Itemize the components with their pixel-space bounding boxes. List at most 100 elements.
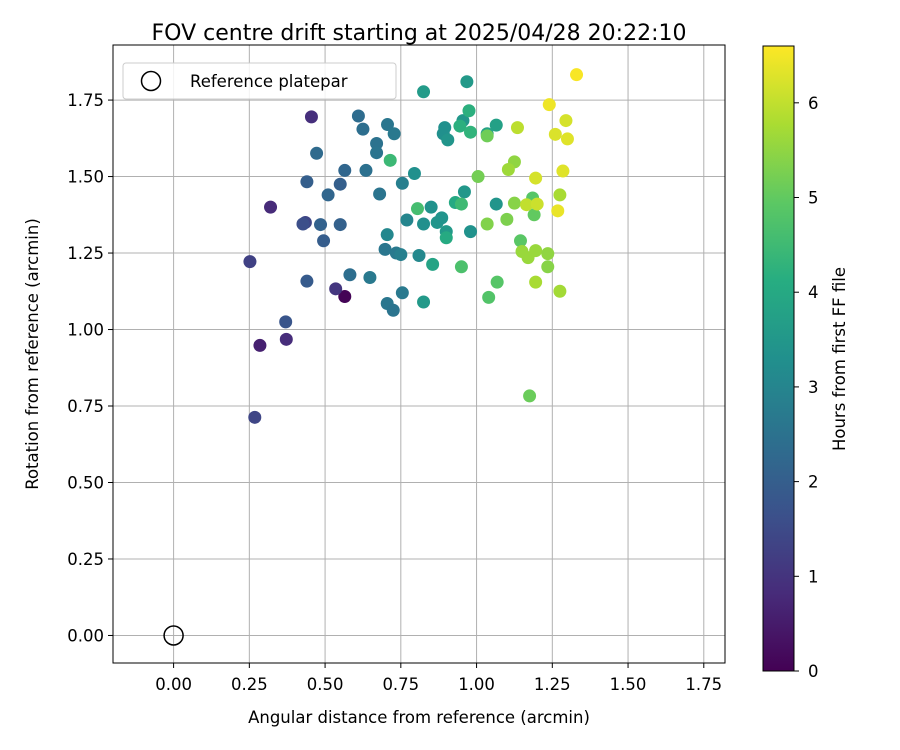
scatter-point [489, 118, 503, 132]
scatter-point [310, 146, 324, 160]
scatter-point [441, 133, 455, 147]
scatter-point [500, 212, 514, 226]
scatter-point [412, 248, 426, 262]
scatter-point [370, 137, 384, 151]
scatter-point [482, 290, 496, 304]
scatter-point [560, 132, 574, 146]
scatter-point [520, 198, 534, 212]
scatter-point [489, 197, 503, 211]
scatter-point [387, 127, 401, 141]
scatter-point [530, 197, 544, 211]
scatter-point [529, 171, 543, 185]
scatter-point [480, 217, 494, 231]
legend: Reference platepar [122, 62, 397, 100]
scatter-point [417, 85, 431, 99]
scatter-point [570, 68, 584, 82]
x-axis-label: Angular distance from reference (arcmin) [248, 708, 590, 727]
colorbar-tick-label: 2 [808, 473, 819, 492]
scatter-point [559, 114, 573, 128]
scatter-point [321, 188, 335, 202]
scatter-point [527, 208, 541, 222]
legend-entry-reference-platepar: Reference platepar [190, 72, 348, 91]
y-tick-label: 1.75 [67, 91, 104, 110]
colorbar-tick-label: 6 [808, 94, 819, 113]
scatter-point [439, 231, 453, 245]
scatter-point [395, 176, 409, 190]
scatter-point [317, 234, 331, 248]
scatter-point [333, 218, 347, 232]
scatter-point [510, 121, 524, 135]
colorbar-ticks: 0 1 2 3 4 5 6 [794, 94, 819, 681]
scatter-point [556, 164, 570, 178]
scatter-point [338, 289, 352, 303]
scatter-point [435, 211, 449, 225]
scatter-point [548, 127, 562, 141]
y-axis-ticks: 0.00 0.25 0.50 0.75 1.00 1.25 1.50 1.75 [67, 91, 113, 645]
x-tick-label: 1.00 [458, 675, 495, 694]
scatter-point [296, 217, 310, 231]
x-tick-label: 0.00 [155, 675, 192, 694]
y-tick-label: 0.00 [67, 626, 104, 645]
x-tick-label: 1.50 [610, 675, 647, 694]
chart-title: FOV centre drift starting at 2025/04/28 … [152, 21, 687, 46]
legend-marker-circle-icon [140, 70, 162, 92]
scatter-point [529, 244, 543, 258]
scatter-point [460, 75, 474, 89]
scatter-point [407, 166, 421, 180]
grid-lines [113, 45, 725, 663]
scatter-point [370, 146, 384, 160]
x-tick-label: 0.75 [382, 675, 419, 694]
scatter-point [454, 260, 468, 274]
scatter-point [329, 282, 343, 296]
scatter-point [464, 125, 478, 139]
colorbar-label: Hours from first FF file [830, 267, 849, 451]
legend-box [122, 62, 397, 100]
scatter-point [523, 389, 537, 403]
scatter-point [300, 175, 314, 189]
scatter-point [513, 234, 527, 248]
scatter-point [464, 225, 478, 239]
y-tick-label: 1.25 [67, 244, 104, 263]
scatter-point [338, 163, 352, 177]
colorbar-tick-label: 3 [808, 378, 819, 397]
scatter-point [457, 185, 471, 199]
scatter-point [424, 200, 438, 214]
scatter-point [529, 275, 543, 289]
y-tick-label: 0.25 [67, 550, 104, 569]
scatter-point [359, 163, 373, 177]
scatter-point [264, 200, 278, 214]
y-tick-label: 1.00 [67, 321, 104, 340]
scatter-point [394, 248, 408, 262]
scatter-point [501, 163, 515, 177]
scatter-point [343, 268, 357, 282]
scatter-point [471, 170, 485, 184]
scatter-points [243, 68, 584, 424]
scatter-point [351, 109, 365, 123]
scatter-point [279, 332, 293, 346]
reference-platepar-marker [163, 625, 184, 646]
colorbar-tick-label: 1 [808, 567, 819, 586]
scatter-point [380, 118, 394, 132]
scatter-point [314, 218, 328, 232]
scatter-point [417, 217, 431, 231]
scatter-point [490, 275, 504, 289]
scatter-point [373, 187, 387, 201]
scatter-point [400, 213, 414, 227]
scatter-point [553, 188, 567, 202]
scatter-point [541, 260, 555, 274]
scatter-point [383, 153, 397, 167]
scatter-point [243, 255, 257, 269]
colorbar-tick-label: 5 [808, 189, 819, 208]
scatter-point [410, 202, 424, 216]
scatter-point [386, 303, 400, 317]
scatter-point [248, 410, 262, 424]
plot-frame [112, 44, 726, 664]
scatter-point [438, 121, 452, 135]
scatter-point [333, 177, 347, 191]
scatter-point [551, 204, 565, 218]
scatter-point [507, 196, 521, 210]
scatter-point [395, 286, 409, 300]
scatter-point [380, 228, 394, 242]
scatter-point [542, 98, 556, 112]
